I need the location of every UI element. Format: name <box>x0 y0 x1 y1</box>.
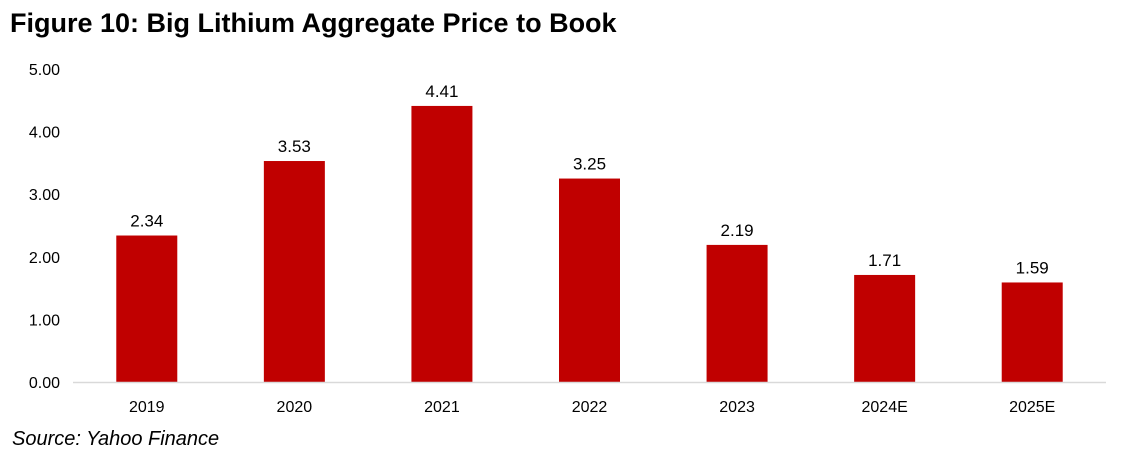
y-tick-label: 0.00 <box>29 375 60 392</box>
x-tick-label: 2025E <box>1009 399 1055 416</box>
bar <box>559 178 620 382</box>
bar-value-label: 4.41 <box>425 82 458 101</box>
bar-value-label: 2.19 <box>721 221 754 240</box>
bar-value-label: 2.34 <box>130 212 163 231</box>
bar <box>706 244 768 382</box>
figure-source: Source: Yahoo Finance <box>12 428 220 450</box>
x-tick-label: 2021 <box>424 399 460 416</box>
x-tick-label: 2019 <box>129 399 165 416</box>
bar-value-label: 3.25 <box>573 155 606 174</box>
bar <box>411 105 473 383</box>
bar <box>1001 282 1063 382</box>
bar <box>263 161 325 382</box>
y-tick-label: 1.00 <box>29 312 60 329</box>
y-tick-label: 5.00 <box>29 62 60 79</box>
y-axis-ticks: 0.00 1.00 2.00 3.00 4.00 5.00 <box>29 62 60 392</box>
bar-data-labels: 2.34 3.53 4.41 3.25 2.19 1.71 1.59 <box>130 82 1049 278</box>
x-axis-ticks: 2019 2020 2021 2022 2023 2024E 2025E <box>129 399 1055 416</box>
x-tick-label: 2023 <box>719 399 755 416</box>
bars <box>116 105 1063 383</box>
x-tick-label: 2022 <box>572 399 608 416</box>
bar-value-label: 1.71 <box>868 251 901 270</box>
x-tick-label: 2020 <box>277 399 313 416</box>
bar <box>116 235 178 382</box>
figure-title: Figure 10: Big Lithium Aggregate Price t… <box>10 8 617 38</box>
y-tick-label: 3.00 <box>29 187 60 204</box>
x-tick-label: 2024E <box>862 399 908 416</box>
y-tick-label: 2.00 <box>29 250 60 267</box>
bar <box>854 274 916 382</box>
bar-value-label: 1.59 <box>1016 258 1049 277</box>
y-tick-label: 4.00 <box>29 125 60 142</box>
bar-value-label: 3.53 <box>278 137 311 156</box>
